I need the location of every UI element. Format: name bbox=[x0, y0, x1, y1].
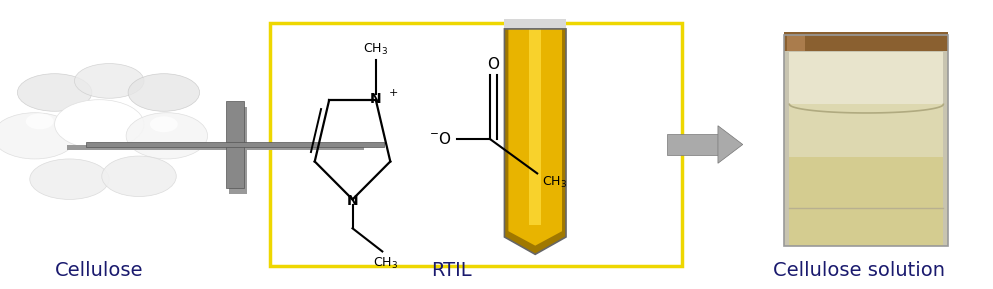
Ellipse shape bbox=[102, 156, 177, 197]
Bar bbox=[789, 52, 943, 104]
Text: O: O bbox=[488, 57, 499, 72]
Ellipse shape bbox=[150, 116, 178, 132]
Text: Cellulose: Cellulose bbox=[55, 261, 144, 280]
Ellipse shape bbox=[74, 64, 144, 98]
Ellipse shape bbox=[82, 108, 117, 129]
Text: $^{-}$O: $^{-}$O bbox=[429, 131, 452, 147]
Ellipse shape bbox=[126, 113, 208, 159]
Ellipse shape bbox=[128, 74, 200, 111]
Polygon shape bbox=[504, 19, 566, 29]
Text: RTIL: RTIL bbox=[432, 261, 472, 280]
Bar bbox=[789, 157, 943, 246]
Ellipse shape bbox=[0, 113, 77, 159]
Ellipse shape bbox=[18, 74, 92, 111]
Bar bbox=[667, 134, 718, 155]
Text: N: N bbox=[370, 92, 381, 106]
Bar bbox=[789, 104, 943, 157]
Bar bbox=[270, 23, 682, 266]
Text: CH$_3$: CH$_3$ bbox=[542, 175, 567, 190]
Polygon shape bbox=[529, 29, 541, 225]
Bar bbox=[229, 107, 247, 194]
Ellipse shape bbox=[55, 100, 144, 149]
Text: CH$_3$: CH$_3$ bbox=[363, 42, 388, 57]
Text: CH$_3$: CH$_3$ bbox=[372, 256, 398, 271]
Ellipse shape bbox=[26, 114, 54, 129]
Ellipse shape bbox=[30, 159, 109, 199]
Bar bbox=[226, 101, 244, 188]
Bar bbox=[787, 35, 805, 51]
Text: N: N bbox=[347, 194, 358, 208]
Polygon shape bbox=[504, 29, 566, 254]
Bar bbox=[67, 145, 364, 150]
Polygon shape bbox=[718, 126, 743, 163]
Text: Cellulose solution: Cellulose solution bbox=[773, 261, 945, 280]
Bar bbox=[784, 35, 948, 246]
Bar bbox=[784, 32, 948, 51]
Polygon shape bbox=[508, 29, 562, 246]
Bar bbox=[784, 35, 948, 246]
Bar bbox=[86, 142, 384, 147]
Text: +: + bbox=[389, 88, 398, 98]
